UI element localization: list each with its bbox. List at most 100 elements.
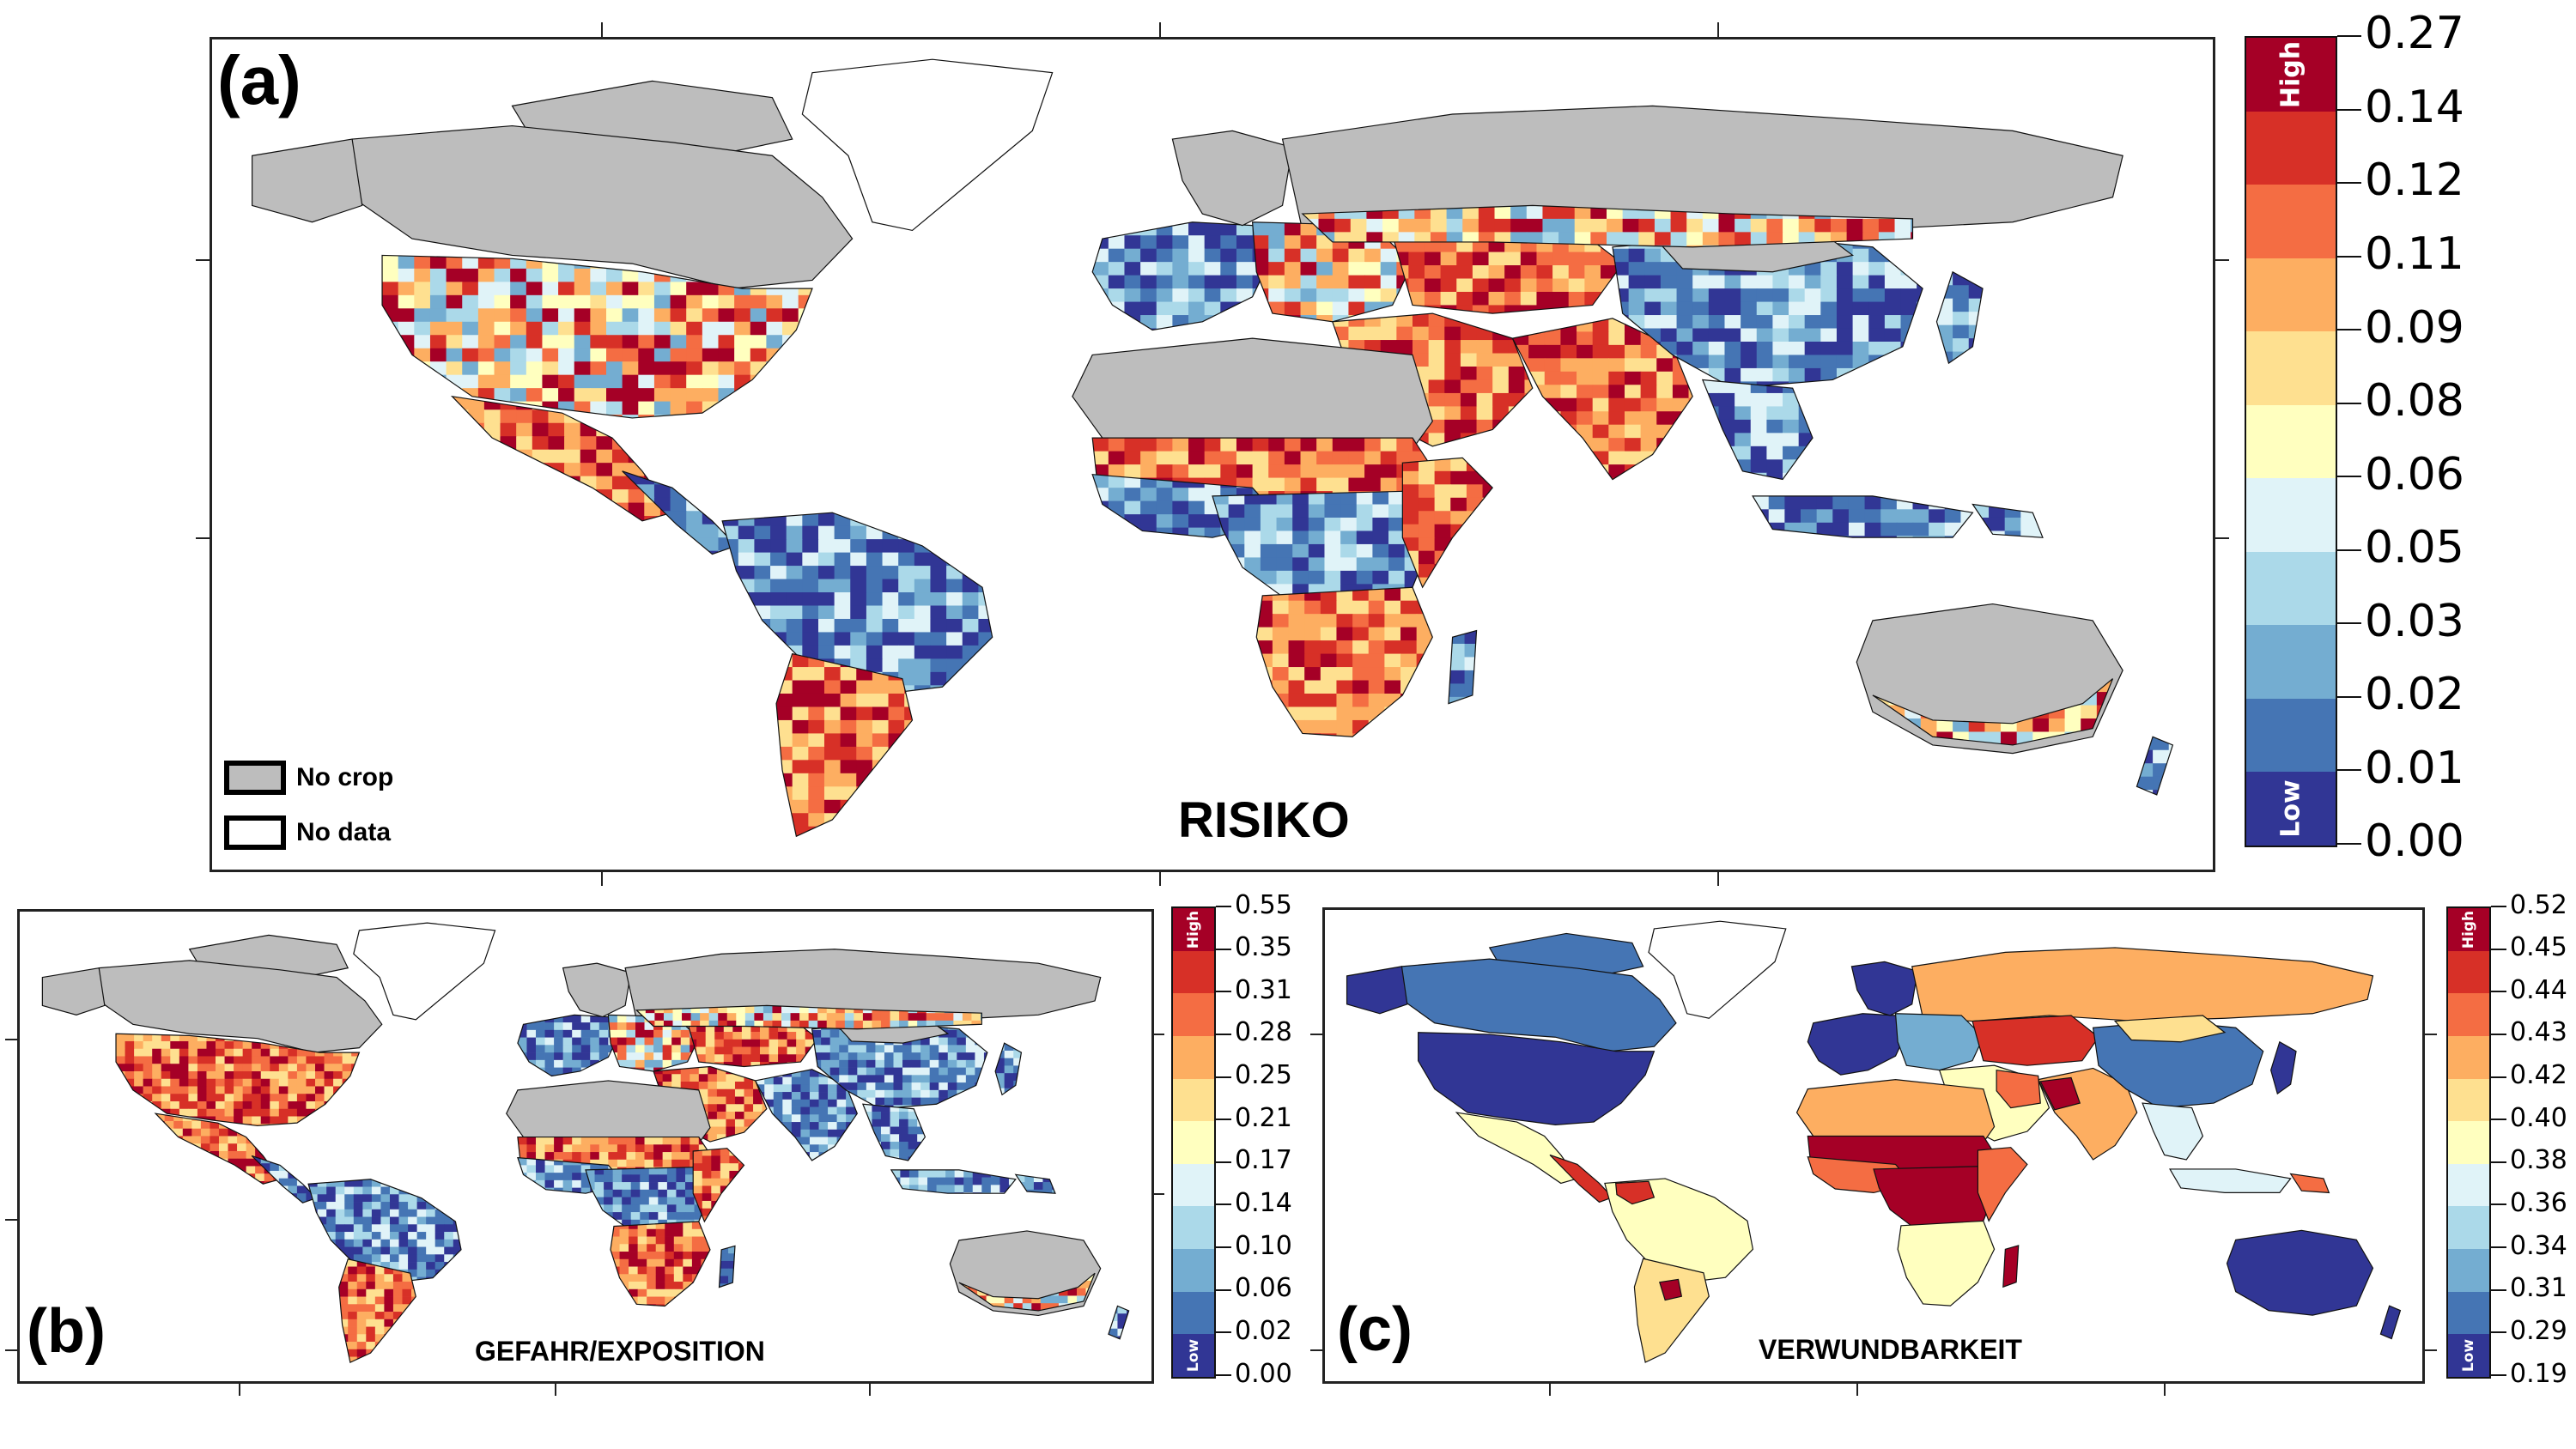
- raster-cell: [1416, 667, 1433, 682]
- raster-cell: [356, 1266, 367, 1275]
- raster-cell: [890, 1149, 900, 1157]
- raster-cell: [1574, 232, 1592, 246]
- raster-cell: [759, 1039, 769, 1047]
- raster-cell: [828, 1114, 837, 1123]
- raster-cell: [526, 1187, 537, 1194]
- raster-cell: [1400, 693, 1418, 708]
- raster-cell: [840, 773, 857, 787]
- raster-cell: [510, 361, 527, 376]
- raster-cell: [224, 1070, 234, 1080]
- raster-cell: [173, 1166, 184, 1174]
- raster-cell: [914, 512, 932, 527]
- raster-cell: [702, 524, 720, 538]
- raster-cell: [462, 335, 479, 349]
- raster-cell: [398, 388, 416, 403]
- raster-cell: [872, 799, 890, 814]
- raster-cell: [962, 618, 980, 634]
- raster-cell: [978, 645, 993, 659]
- raster-cell: [382, 294, 399, 309]
- raster-cell: [548, 476, 565, 490]
- raster-cell: [414, 401, 431, 415]
- raster-cell: [1820, 301, 1838, 316]
- raster-cell: [477, 335, 495, 349]
- raster-cell: [882, 618, 899, 634]
- raster-cell: [975, 1067, 985, 1076]
- raster-cell: [500, 516, 517, 521]
- raster-cell: [1268, 301, 1285, 316]
- raster-cell: [759, 1054, 769, 1063]
- raster-cell: [191, 1120, 202, 1130]
- raster-cell: [714, 1032, 725, 1040]
- raster-cell: [1608, 424, 1625, 439]
- raster-cell: [694, 1212, 704, 1221]
- raster-cell: [1388, 530, 1406, 545]
- raster-cell: [1368, 640, 1386, 655]
- raster-cell: [125, 1048, 135, 1057]
- raster-cell: [353, 1246, 363, 1255]
- raster-cell: [828, 1092, 837, 1100]
- raster-cell: [635, 1159, 645, 1167]
- raster-cell: [1524, 433, 1533, 446]
- raster-cell: [653, 550, 671, 555]
- raster-cell: [1292, 517, 1309, 532]
- raster-cell: [686, 388, 703, 403]
- raster-cell: [1408, 278, 1425, 293]
- raster-cell: [344, 1186, 355, 1195]
- raster-cell: [2096, 731, 2113, 745]
- raster-cell: [596, 502, 613, 517]
- raster-cell: [306, 1100, 316, 1110]
- raster-cell: [708, 1126, 718, 1135]
- raster-cell: [750, 388, 768, 403]
- raster-cell: [2168, 763, 2173, 778]
- raster-cell: [817, 632, 835, 646]
- raster-cell: [564, 436, 581, 451]
- raster-cell: [536, 1052, 545, 1061]
- raster-cell: [880, 1119, 890, 1127]
- raster-cell: [224, 1040, 234, 1050]
- raster-cell: [1212, 543, 1230, 558]
- raster-southasia: [755, 1069, 858, 1161]
- raster-cell: [626, 1052, 636, 1061]
- raster-cell: [1894, 245, 1911, 247]
- raster-cell: [1528, 424, 1546, 439]
- border-png: [1972, 505, 2043, 538]
- raster-cell: [242, 1086, 252, 1094]
- raster-cell: [558, 348, 575, 362]
- raster-cell: [798, 321, 812, 336]
- raster-cell: [1316, 464, 1334, 479]
- raster-cell: [242, 1070, 252, 1080]
- raster-cell: [1348, 464, 1365, 479]
- raster-cell: [1156, 488, 1174, 502]
- raster-cell: [1108, 248, 1126, 263]
- raster-cell: [317, 1246, 327, 1255]
- raster-cell: [917, 1134, 926, 1143]
- raster-cell: [686, 321, 703, 336]
- raster-cell: [828, 1152, 837, 1161]
- raster-cell: [278, 1178, 289, 1186]
- raster-cell: [1384, 614, 1401, 628]
- raster-cell: [857, 1045, 867, 1053]
- raster-cell: [164, 1158, 174, 1167]
- raster-cell: [2168, 776, 2173, 791]
- raster-cell: [1372, 530, 1389, 545]
- raster-cell: [920, 1037, 931, 1046]
- raster-cell: [628, 502, 645, 517]
- raster-cell: [898, 605, 915, 620]
- raster-cell: [362, 1179, 373, 1187]
- raster-cell: [526, 1144, 537, 1153]
- raster-cell: [536, 1179, 545, 1188]
- raster-cell: [1702, 472, 1720, 480]
- raster-cell: [947, 1089, 957, 1098]
- raster-cell: [750, 308, 768, 323]
- raster-cell: [1276, 557, 1293, 572]
- raster-cell: [809, 1137, 819, 1145]
- raster-cell: [468, 463, 485, 477]
- raster-cell: [786, 618, 804, 634]
- raster-cell: [348, 1342, 358, 1350]
- raster-cell: [408, 1254, 418, 1263]
- raster-cell: [1244, 570, 1261, 585]
- raster-cell: [764, 1137, 775, 1145]
- raster-cell: [468, 502, 485, 517]
- raster-cell: [1836, 275, 1854, 289]
- raster-cell: [1644, 301, 1662, 316]
